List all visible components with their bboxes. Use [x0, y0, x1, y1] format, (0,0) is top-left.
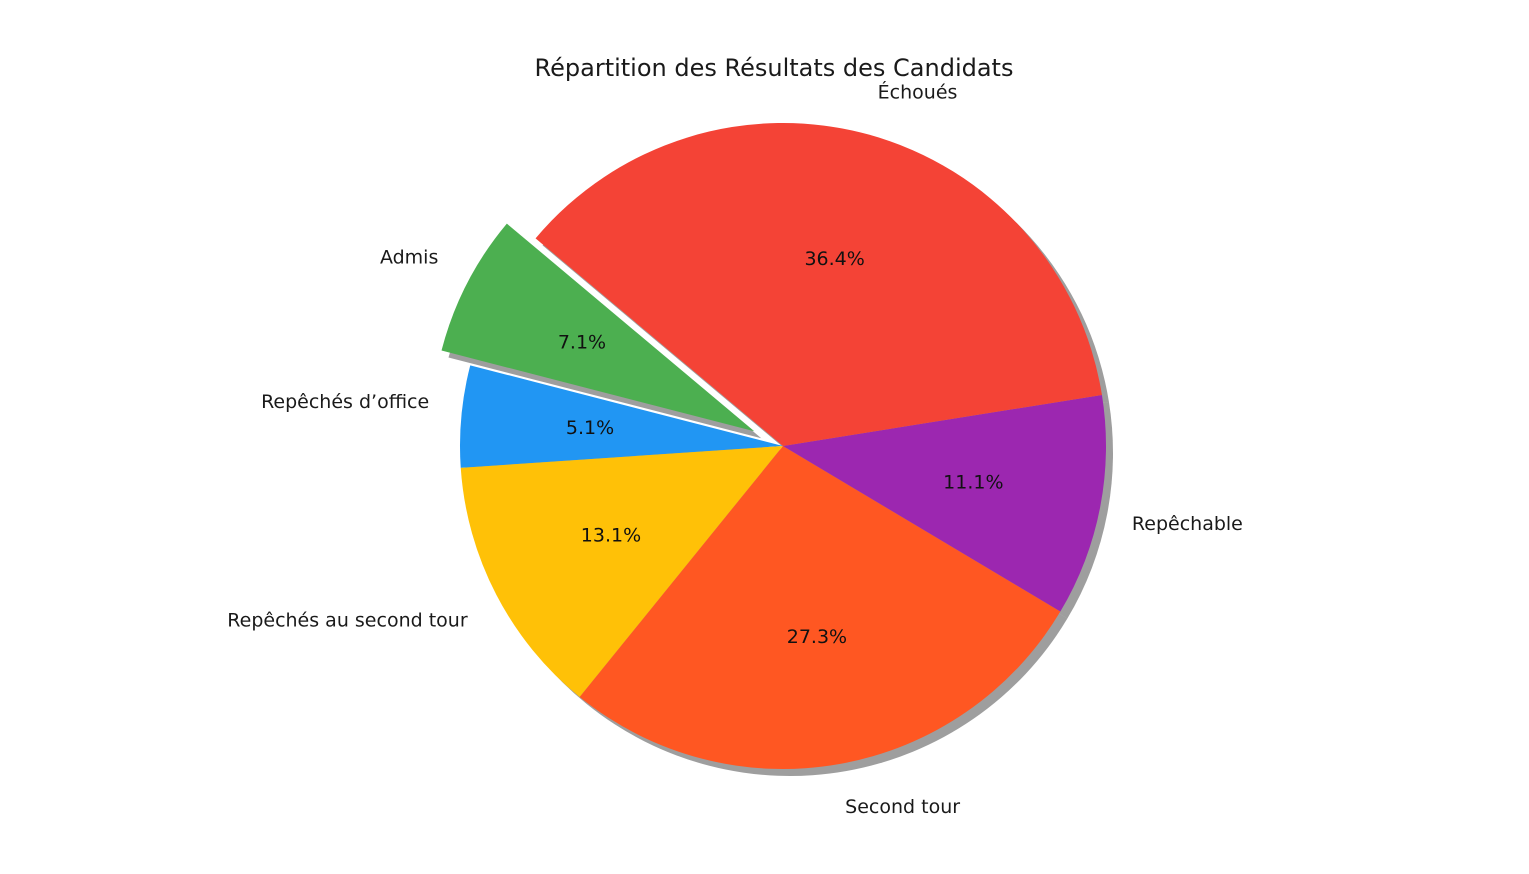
slice-percent-second-tour: 27.3% [787, 626, 847, 648]
pie-slice-repechable [783, 394, 1106, 612]
pie-slice-echoues [535, 122, 1102, 447]
slice-label-second-tour: Second tour [845, 796, 960, 818]
pie-slice-admis [441, 223, 755, 432]
pie-slice-repeches-au-second-tour [460, 446, 783, 697]
slice-percent-repechable: 11.1% [943, 472, 1003, 494]
pie-slice-repeches-d-office [460, 365, 783, 468]
slice-percent-echoues: 36.4% [804, 248, 864, 270]
pie-label-layer: Admis 7.1% Repêchés d’office 5.1% Repêchés a… [227, 81, 1243, 818]
pie-slice-layer [441, 122, 1106, 769]
slice-label-repechable: Repêchable [1132, 513, 1243, 535]
chart-title: Répartition des Résultats des Candidats [535, 54, 1014, 82]
slice-label-admis: Admis [380, 247, 438, 269]
slice-percent-repeches-au-second-tour: 13.1% [581, 524, 641, 546]
slice-percent-repeches-d-office: 5.1% [566, 417, 614, 439]
slice-label-echoues: Échoués [878, 81, 958, 104]
slice-percent-admis: 7.1% [558, 332, 606, 354]
slice-label-repeches-d-office: Repêchés d’office [261, 391, 429, 413]
slice-label-repeches-au-second-tour: Repêchés au second tour [227, 610, 468, 632]
pie-slice-second-tour [579, 446, 1061, 769]
